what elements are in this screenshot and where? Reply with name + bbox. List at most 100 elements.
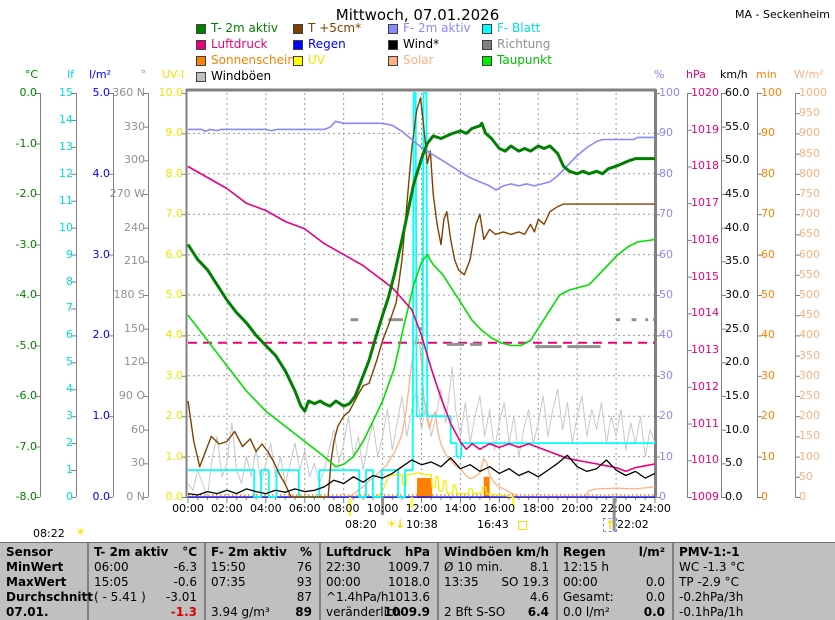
legend-checkbox-icon[interactable] [293, 56, 303, 66]
time-label: 20:00 [561, 502, 593, 515]
axis-label-wm2: 400 [799, 328, 820, 342]
axis-label-uvi: 1.0 [165, 449, 184, 463]
legend-checkbox-icon[interactable] [482, 40, 492, 50]
legend-checkbox-icon[interactable] [482, 56, 492, 66]
legend-label: F- 2m aktiv [403, 21, 471, 35]
axis-label-rain: 4.0 [92, 166, 111, 180]
axis-label-dir: 240 [124, 220, 145, 234]
axis-label-min: 60 [761, 247, 775, 261]
axis-label-lf: 11 [59, 193, 73, 207]
table-value-label: Gesamt: [563, 590, 614, 604]
axis-label-dir: 330 [124, 119, 145, 133]
time-label: 10:00 [366, 502, 399, 515]
legend-checkbox-icon[interactable] [388, 24, 398, 34]
axis-label-wm2: 150 [799, 429, 820, 443]
axis-header-dir: ° [140, 68, 147, 81]
axis-label-lf: 14 [59, 112, 73, 126]
table-value: 1018.0 [388, 575, 430, 589]
table-row-label: MinWert [6, 560, 64, 574]
axis-label-degC: -2.0 [15, 187, 37, 200]
axis-label-dir: 90 O [118, 389, 145, 402]
axis-label-dir: 300 [124, 153, 145, 167]
legend-label: T- 2m aktiv [211, 21, 278, 35]
station-label: MA - Seckenheim [734, 8, 830, 21]
series-t2m [186, 121, 655, 413]
axis-label-dir: 60 [131, 422, 145, 436]
axis-label-pct: 0 [659, 490, 666, 503]
table-header-unit: hPa [404, 545, 430, 559]
legend-checkbox-icon[interactable] [293, 40, 303, 50]
legend-label: F- Blatt [497, 21, 541, 35]
event-marker-16-43: 16:43 [477, 518, 547, 531]
event-marker-time: 08:20 [345, 518, 377, 531]
table-value-label: WC -1.3 °C [679, 560, 745, 574]
axis-label-kmh: 10.0 [725, 422, 750, 436]
legend-item-t-5cm-: T +5cm* [293, 21, 403, 36]
axis-label-dir: 0 N [126, 490, 145, 503]
legend-item-regen: Regen [293, 38, 403, 52]
table-value-label: -0.2hPa/3h [679, 590, 744, 604]
series-f2m [188, 120, 655, 191]
table-value: 1013.6 [388, 590, 430, 604]
axis-label-wm2: 350 [799, 348, 820, 362]
legend-checkbox-icon[interactable] [482, 24, 492, 34]
axis-label-pct: 40 [659, 328, 673, 342]
axis-label-wm2: 550 [799, 267, 820, 281]
axis-label-lf: 4 [66, 382, 73, 396]
legend-label: T +5cm* [308, 21, 362, 35]
axis-label-kmh: 45.0 [725, 187, 750, 200]
axis-label-lf: 0 [66, 490, 73, 503]
table-value: SO 19.3 [501, 575, 549, 589]
legend-checkbox-icon[interactable] [196, 24, 206, 34]
sunrise-icon: ☀ [75, 525, 86, 539]
axis-label-uvi: 7.0 [165, 207, 184, 221]
axis-header-pct: % [654, 68, 665, 81]
axis-label-wm2: 900 [799, 126, 820, 140]
table-row-label: Durchschnitt [6, 590, 94, 604]
axis-label-hpa: 1017 [691, 196, 719, 210]
table-column-divider [319, 543, 321, 620]
table-column-divider [556, 543, 558, 620]
table-value-label: 13:35 [444, 575, 479, 589]
event-marker-time: 22:02 [617, 518, 649, 531]
axis-label-kmh: 15.0 [725, 389, 750, 402]
time-label: 04:00 [249, 502, 282, 515]
axis-label-kmh: 25.0 [725, 321, 750, 335]
legend-item-taupunkt: Taupunkt [482, 54, 592, 68]
axis-label-kmh: 40.0 [725, 220, 750, 234]
axis-label-hpa: 1018 [691, 159, 719, 173]
table-value-label: 15:05 [94, 575, 129, 589]
legend-item-wind-: Wind* [388, 37, 498, 52]
table-value: 4.6 [529, 590, 549, 604]
axis-label-min: 0 [761, 490, 768, 503]
table-column-divider [87, 543, 89, 620]
axis-header-lf: lf [67, 68, 74, 81]
table-value-label: ( - 5.41 ) [94, 590, 146, 604]
legend-checkbox-icon[interactable] [196, 72, 206, 82]
legend-checkbox-icon[interactable] [196, 40, 206, 50]
axis-label-kmh: 30.0 [725, 288, 750, 301]
time-label: 02:00 [211, 502, 243, 515]
axis-label-lf: 1 [66, 463, 73, 477]
axis-label-rain: 3.0 [92, 247, 111, 261]
arrow-up-icon: ↑ [603, 518, 618, 532]
table-value-label: veränderlich [326, 605, 402, 619]
table-header-sensor: Sensor [6, 545, 53, 559]
legend-checkbox-icon[interactable] [293, 24, 303, 34]
legend-item-t-2m-aktiv: T- 2m aktiv [196, 21, 306, 36]
axis-label-degC: -8.0 [15, 490, 37, 503]
legend-label: Wind* [403, 37, 440, 51]
legend-checkbox-icon[interactable] [196, 56, 206, 66]
axis-label-wm2: 1000 [799, 86, 827, 99]
legend-checkbox-icon[interactable] [388, 40, 398, 50]
axis-header-uvi: UV-I [161, 68, 184, 81]
table-value-label: 22:30 [326, 560, 361, 574]
table-value: -6.3 [173, 560, 197, 574]
legend-item-richtung: Richtung [482, 38, 592, 52]
table-value-label: 12:15 h [563, 560, 610, 574]
time-label: 06:00 [288, 502, 321, 515]
table-value: 1009.9 [383, 605, 430, 619]
legend-checkbox-icon[interactable] [388, 56, 398, 66]
axis-label-dir: 360 N [112, 86, 145, 99]
